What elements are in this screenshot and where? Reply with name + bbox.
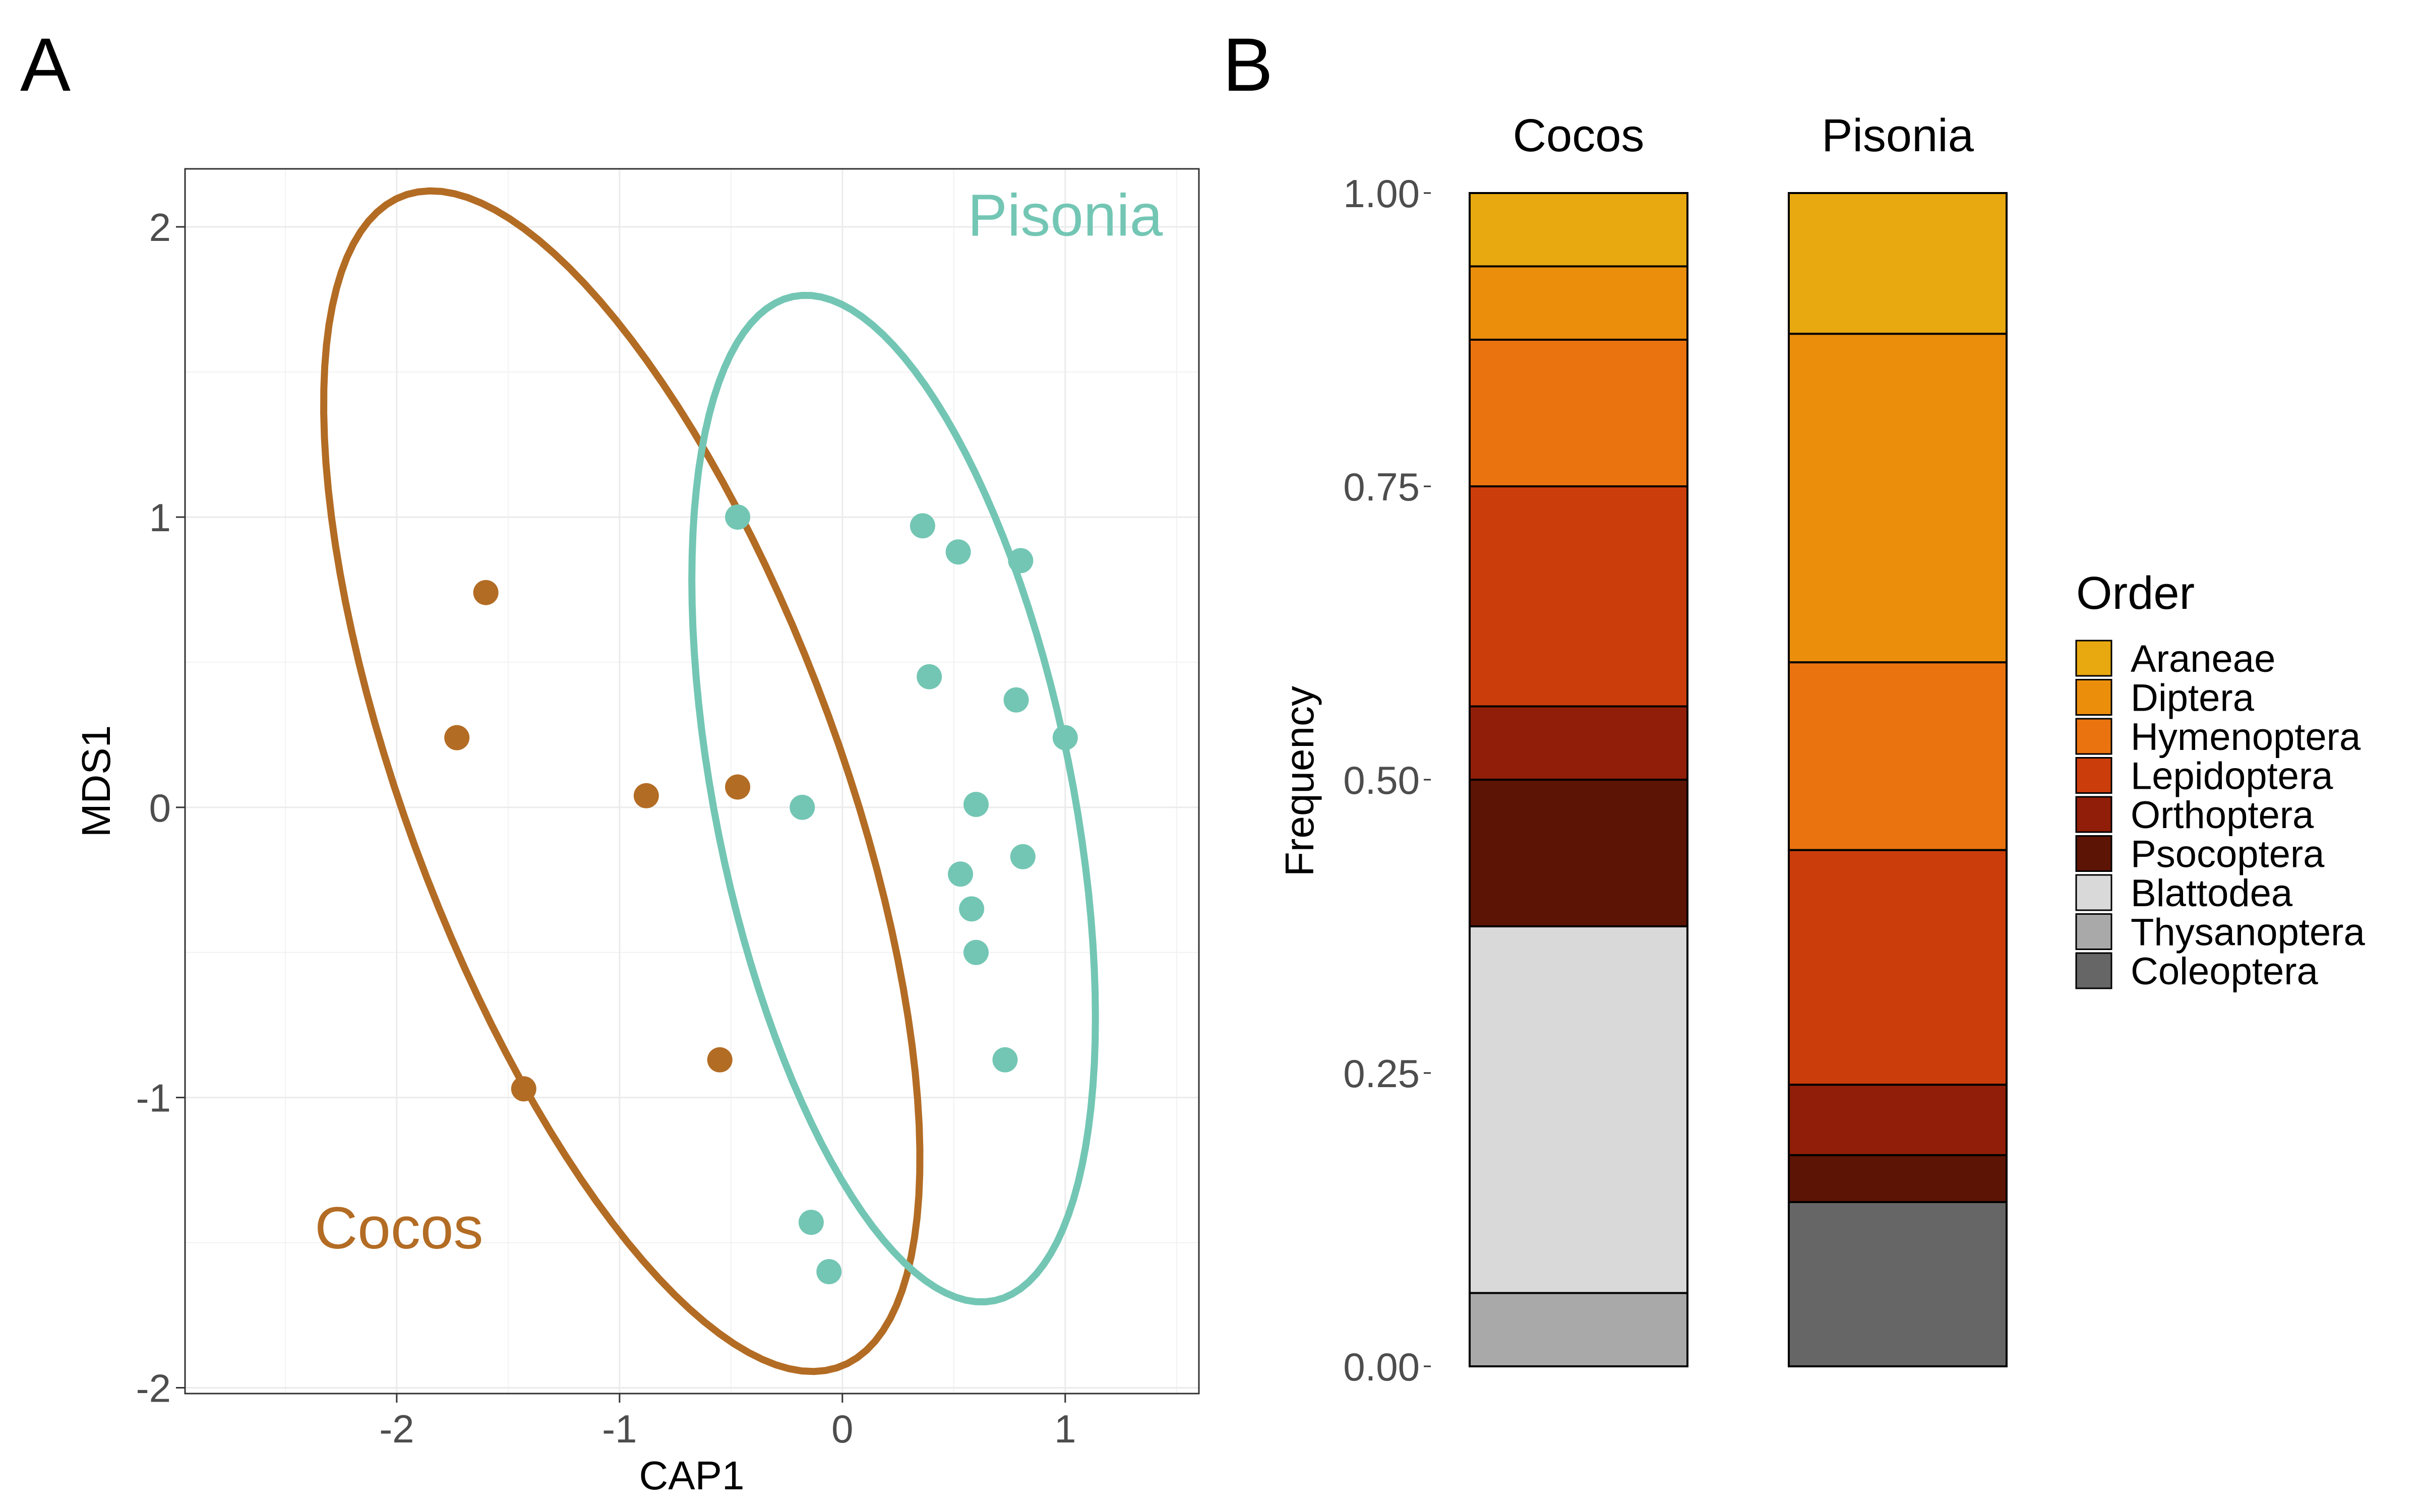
point-pisonia bbox=[1008, 548, 1034, 574]
y-tick-label: -1 bbox=[136, 1076, 171, 1120]
facet-label-cocos: Cocos bbox=[1513, 110, 1645, 161]
legend: AraneaeDipteraHymenopteraLepidopteraOrth… bbox=[2075, 638, 2365, 993]
legend-label-araneae: Araneae bbox=[2131, 638, 2275, 680]
point-cocos bbox=[707, 1047, 733, 1073]
panel-letter-a: A bbox=[20, 22, 71, 107]
legend-label-hymenoptera: Hymenoptera bbox=[2131, 716, 2361, 759]
stacked-bars bbox=[1469, 192, 2008, 1368]
y-tick-label: 1.00 bbox=[1343, 171, 1420, 216]
group-label-cocos: Cocos bbox=[315, 1195, 483, 1262]
x-tick-label: 1 bbox=[1054, 1407, 1076, 1451]
bar-segment-cocos-araneae bbox=[1469, 192, 1688, 268]
bar-segment-pisonia-orthoptera bbox=[1788, 1084, 2008, 1156]
bar-segment-pisonia-diptera bbox=[1788, 333, 2008, 664]
point-cocos bbox=[473, 580, 499, 605]
bar-segment-cocos-lepidoptera bbox=[1469, 485, 1688, 708]
legend-swatch-lepidoptera bbox=[2075, 757, 2112, 794]
y-tick-label: 0.50 bbox=[1343, 758, 1420, 802]
group-label-pisonia: Pisonia bbox=[967, 182, 1163, 248]
scatter-x-axis-title: CAP1 bbox=[639, 1453, 745, 1498]
bar-segment-pisonia-araneae bbox=[1788, 192, 2008, 335]
legend-swatch-thysanoptera bbox=[2075, 913, 2112, 950]
bar-segment-pisonia-hymenoptera bbox=[1788, 661, 2008, 851]
point-pisonia bbox=[725, 504, 751, 530]
y-tick-label: 0 bbox=[149, 786, 171, 830]
point-pisonia bbox=[992, 1047, 1018, 1073]
bar-segment-cocos-diptera bbox=[1469, 265, 1688, 341]
ellipse-pisonia bbox=[688, 292, 1099, 1306]
confidence-ellipses bbox=[320, 187, 1099, 1375]
legend-swatch-araneae bbox=[2075, 640, 2112, 677]
point-pisonia bbox=[1010, 844, 1036, 869]
x-tick-label: 0 bbox=[831, 1407, 853, 1451]
legend-label-orthoptera: Orthoptera bbox=[2131, 794, 2314, 837]
x-tick-label: -1 bbox=[602, 1407, 637, 1451]
point-pisonia bbox=[963, 792, 989, 817]
y-tick-label: 2 bbox=[149, 205, 171, 249]
point-pisonia bbox=[948, 861, 974, 887]
legend-swatch-blattodea bbox=[2075, 874, 2112, 911]
bar-y-axis-title: Frequency bbox=[1277, 686, 1322, 876]
legend-label-lepidoptera: Lepidoptera bbox=[2131, 755, 2333, 798]
legend-label-psocoptera: Psocoptera bbox=[2131, 833, 2325, 876]
y-tick-label: 0.00 bbox=[1343, 1345, 1420, 1389]
legend-label-diptera: Diptera bbox=[2131, 677, 2255, 720]
legend-swatch-orthoptera bbox=[2075, 796, 2112, 833]
point-pisonia bbox=[798, 1210, 824, 1235]
bar-y-ticks: 0.00 0.25 0.50 0.75 1.00 bbox=[1343, 171, 1431, 1389]
legend-label-thysanoptera: Thysanoptera bbox=[2131, 911, 2365, 954]
bar-segment-pisonia-lepidoptera bbox=[1788, 849, 2008, 1086]
y-tick-label: 1 bbox=[149, 495, 171, 540]
point-pisonia bbox=[910, 513, 935, 539]
scatter-points bbox=[444, 504, 1078, 1285]
legend-label-coleoptera: Coleoptera bbox=[2131, 950, 2319, 993]
scatter-x-ticks: -2 -1 0 1 bbox=[379, 1394, 1076, 1451]
scatter-y-ticks: -2 -1 0 1 2 bbox=[136, 205, 185, 1410]
point-pisonia bbox=[816, 1259, 842, 1285]
point-cocos bbox=[511, 1076, 536, 1102]
bar-segment-cocos-hymenoptera bbox=[1469, 339, 1688, 487]
legend-swatch-diptera bbox=[2075, 679, 2112, 716]
facet-strip-labels: Cocos Pisonia bbox=[1513, 110, 1974, 161]
group-annotations: Cocos Pisonia bbox=[315, 182, 1163, 1262]
scatter-y-axis-title: MDS1 bbox=[74, 725, 118, 837]
panel-letter-b: B bbox=[1223, 22, 1273, 107]
bar-segment-cocos-thysanoptera bbox=[1469, 1292, 1688, 1367]
bar-segment-pisonia-coleoptera bbox=[1788, 1201, 2008, 1368]
bar-segment-cocos-psocoptera bbox=[1469, 779, 1688, 927]
bar-segment-cocos-orthoptera bbox=[1469, 705, 1688, 781]
x-tick-label: -2 bbox=[379, 1407, 414, 1451]
legend-swatch-coleoptera bbox=[2075, 952, 2112, 989]
y-tick-label: 0.25 bbox=[1343, 1051, 1420, 1096]
facet-label-pisonia: Pisonia bbox=[1822, 110, 1974, 161]
point-pisonia bbox=[1052, 725, 1078, 750]
point-pisonia bbox=[1003, 687, 1029, 713]
ellipse-cocos bbox=[320, 187, 924, 1375]
point-pisonia bbox=[917, 664, 942, 689]
point-cocos bbox=[444, 725, 470, 750]
point-pisonia bbox=[959, 896, 985, 922]
scatter-grid-major bbox=[185, 169, 1199, 1394]
point-cocos bbox=[633, 783, 659, 808]
scatter-plot-background bbox=[185, 169, 1199, 1394]
bar-segment-cocos-blattodea bbox=[1469, 925, 1688, 1294]
point-cocos bbox=[725, 774, 751, 800]
point-pisonia bbox=[963, 939, 989, 965]
legend-title: Order bbox=[2076, 568, 2195, 619]
legend-swatch-psocoptera bbox=[2075, 835, 2112, 872]
legend-label-blattodea: Blattodea bbox=[2131, 872, 2293, 915]
scatter-plot-border bbox=[184, 168, 1200, 1395]
legend-swatch-hymenoptera bbox=[2075, 718, 2112, 755]
point-pisonia bbox=[945, 539, 971, 565]
y-tick-label: -2 bbox=[136, 1366, 171, 1410]
y-tick-label: 0.75 bbox=[1343, 465, 1420, 509]
bar-segment-pisonia-psocoptera bbox=[1788, 1154, 2008, 1204]
point-pisonia bbox=[790, 794, 815, 820]
